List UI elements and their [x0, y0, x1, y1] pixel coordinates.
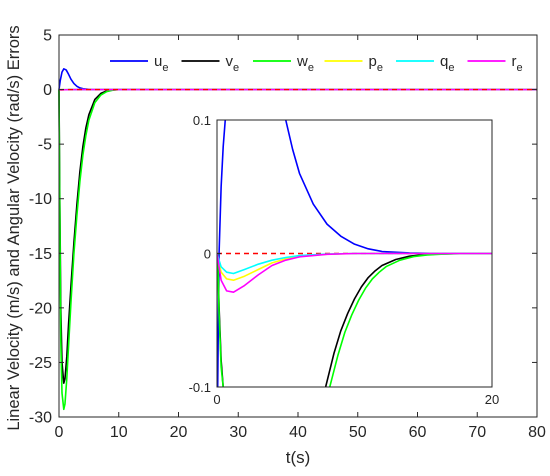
- main-x-tick-label: 40: [289, 424, 307, 441]
- main-x-tick-label: 70: [468, 424, 486, 441]
- main-y-axis-label: Linear Velocity (m/s) and Angular Veloci…: [5, 25, 23, 430]
- inset-y-tick-label: 0: [204, 247, 211, 262]
- legend-label-subscript: e: [308, 62, 314, 74]
- inset-y-tick-label: -0.1: [189, 380, 211, 395]
- legend-label-base: w: [296, 53, 308, 70]
- inset-y-tick-label: 0.1: [193, 113, 211, 128]
- main-x-tick-label: 30: [229, 424, 247, 441]
- inset-x-tick-label: 0: [213, 392, 220, 407]
- legend-label-subscript: e: [448, 62, 454, 74]
- main-x-tick-label: 10: [110, 424, 128, 441]
- main-y-tick-label: -25: [29, 355, 52, 372]
- main-y-tick-label: -30: [29, 410, 52, 427]
- inset-x-tick-label: 20: [485, 392, 499, 407]
- legend-label-subscript: e: [517, 62, 523, 74]
- legend-label-base: q: [440, 53, 448, 70]
- main-y-tick-label: -20: [29, 300, 52, 317]
- main-y-tick-label: -5: [38, 137, 52, 154]
- legend-label-subscript: e: [377, 62, 383, 74]
- main-y-tick-label: 0: [43, 82, 52, 99]
- main-x-tick-label: 80: [528, 424, 546, 441]
- legend-label-base: u: [154, 53, 162, 70]
- legend-label-base: p: [369, 53, 377, 70]
- main-x-tick-label: 50: [349, 424, 367, 441]
- main-y-tick-label: -15: [29, 246, 52, 263]
- legend-label-subscript: e: [162, 62, 168, 74]
- main-x-axis-label: t(s): [286, 448, 311, 467]
- legend-label-subscript: e: [233, 62, 239, 74]
- main-x-tick-label: 20: [170, 424, 188, 441]
- main-x-tick-label: 0: [55, 424, 64, 441]
- main-y-tick-label: -10: [29, 191, 52, 208]
- main-x-tick-label: 60: [409, 424, 427, 441]
- main-y-tick-label: 5: [43, 28, 52, 45]
